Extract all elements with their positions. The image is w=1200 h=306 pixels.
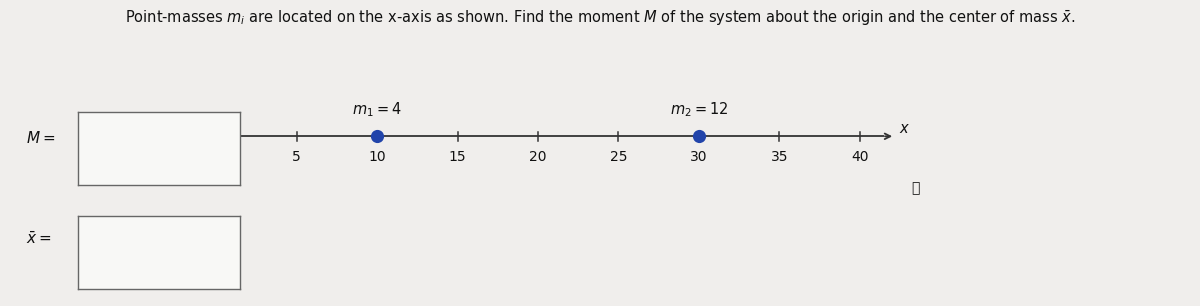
Text: $\bar{x} =$: $\bar{x} =$ [26, 231, 52, 247]
Text: Point-masses $m_i$ are located on the x-axis as shown. Find the moment $M$ of th: Point-masses $m_i$ are located on the x-… [125, 9, 1075, 28]
Text: 40: 40 [851, 151, 869, 165]
Text: 30: 30 [690, 151, 708, 165]
Text: 5: 5 [293, 151, 301, 165]
Text: $m_1 = 4$: $m_1 = 4$ [353, 100, 402, 119]
Text: 15: 15 [449, 151, 467, 165]
Point [689, 134, 708, 139]
Text: 35: 35 [770, 151, 788, 165]
Text: 10: 10 [368, 151, 386, 165]
Text: 25: 25 [610, 151, 628, 165]
Text: $M =$: $M =$ [26, 130, 55, 146]
Point [367, 134, 386, 139]
Text: x: x [900, 121, 908, 136]
Text: ⓘ: ⓘ [912, 181, 919, 195]
Text: 0: 0 [212, 151, 221, 165]
Text: 20: 20 [529, 151, 547, 165]
Text: $m_2 = 12$: $m_2 = 12$ [670, 100, 728, 119]
